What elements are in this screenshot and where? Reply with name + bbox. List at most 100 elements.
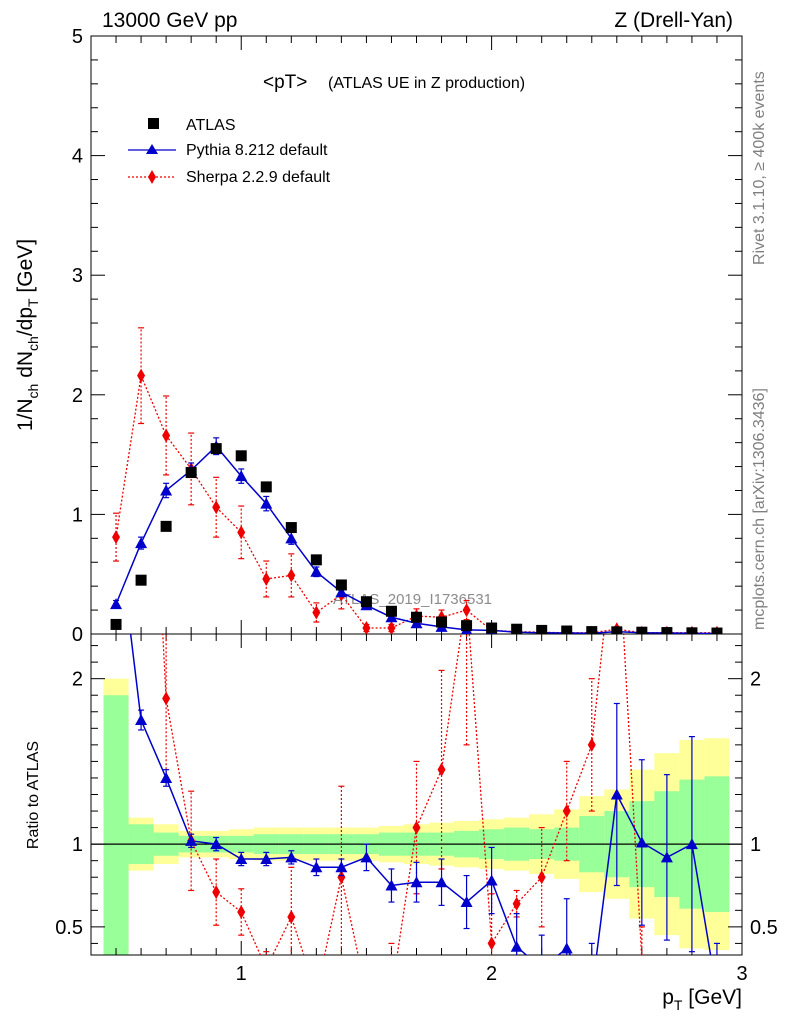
pythia-ratio-point <box>235 853 248 865</box>
atlas-point <box>135 574 147 586</box>
pythia-ratio-point <box>360 851 373 863</box>
sherpa-ratio-point <box>613 506 621 520</box>
atlas-point <box>360 596 372 608</box>
legend-sherpa-label: Sherpa 2.2.9 default <box>186 169 331 186</box>
pythia-ratio-point <box>310 861 323 873</box>
pythia-ratio-point <box>385 879 398 891</box>
atlas-point <box>536 624 548 634</box>
green-band-bin <box>103 695 129 955</box>
ratio-ytick-label-right: 2 <box>750 669 761 691</box>
legend-pythia-label: Pythia 8.212 default <box>186 142 328 159</box>
legend-sherpa-marker <box>148 170 156 184</box>
sherpa-ratio-point <box>537 870 546 885</box>
mcplots-label: mcplots.cern.ch [arXiv:1306.3436] <box>751 388 768 630</box>
atlas-point <box>486 622 498 634</box>
header-right: Z (Drell-Yan) <box>614 9 733 32</box>
atlas-point <box>385 605 397 617</box>
sherpa-ratio-point <box>512 896 521 911</box>
pythia-point <box>135 537 148 549</box>
rivet-label: Rivet 3.1.10, ≥ 400k events <box>751 71 768 265</box>
main-ylabel: 1/Nch dNch/dpT [GeV] <box>14 239 41 431</box>
pythia-ratio-point <box>510 940 523 952</box>
pythia-ratio-point <box>635 836 648 848</box>
pythia-ratio-point <box>586 987 598 998</box>
pythia-point <box>285 532 298 544</box>
sherpa-point <box>312 605 321 620</box>
atlas-point <box>335 579 347 591</box>
pythia-point <box>310 565 323 577</box>
legend-pythia-marker <box>146 144 158 154</box>
pythia-ratio-point <box>460 896 473 908</box>
sherpa-point <box>162 428 171 443</box>
sherpa-ratio-point <box>137 208 145 222</box>
xtick-label: 3 <box>736 963 747 985</box>
pythia-ratio-point <box>210 838 223 850</box>
pythia-ratio-point <box>536 962 548 973</box>
ratio-ylabel: Ratio to ATLAS <box>25 741 42 849</box>
pythia-point <box>335 586 348 598</box>
atlas-point <box>586 626 598 634</box>
atlas-point <box>661 627 673 634</box>
pythia-ratio-point <box>660 851 673 863</box>
sherpa-ratio-point <box>387 986 395 1000</box>
atlas-point <box>310 554 322 566</box>
atlas-point <box>511 623 523 634</box>
ratio-ytick-label-right: 0.5 <box>750 917 778 939</box>
atlas-point <box>561 625 573 634</box>
pythia-ratio-point <box>185 834 198 846</box>
sherpa-ratio-point <box>562 804 571 819</box>
atlas-point <box>611 626 623 634</box>
pythia-ratio-line <box>129 634 712 955</box>
main-ytick-label: 5 <box>72 26 83 48</box>
sherpa-ratio-point <box>312 986 320 1000</box>
pythia-ratio-point <box>160 771 173 783</box>
atlas-point <box>260 481 272 493</box>
legend: ATLAS Pythia 8.212 default Sherpa 2.2.9 … <box>128 117 331 186</box>
sherpa-point <box>137 368 146 383</box>
atlas-point <box>285 522 297 534</box>
xtick-label: 1 <box>236 963 247 985</box>
pythia-ratio-point <box>560 942 573 954</box>
atlas-point <box>210 443 222 455</box>
ratio-plot-data <box>112 175 720 1000</box>
atlas-point <box>235 450 247 462</box>
sherpa-ratio-point <box>587 737 596 752</box>
pythia-ratio-point <box>260 853 273 865</box>
sherpa-point <box>287 568 296 583</box>
pythia-ratio-point <box>135 714 148 726</box>
sherpa-ratio-point <box>262 961 270 975</box>
main-ytick-label: 1 <box>72 504 83 526</box>
sherpa-ratio-point <box>663 970 671 984</box>
pythia-ratio-point <box>285 851 298 863</box>
sherpa-point <box>462 603 471 618</box>
ratio-ytick-label: 2 <box>72 669 83 691</box>
pythia-point <box>260 497 273 509</box>
main-plot-data <box>110 327 723 634</box>
atlas-point <box>436 616 448 628</box>
sherpa-ratio-point <box>287 909 296 924</box>
header-left: 13000 GeV pp <box>102 9 237 32</box>
sherpa-ratio-point <box>112 175 120 189</box>
pythia-point <box>110 598 123 610</box>
main-ytick-label: 3 <box>72 265 83 287</box>
pythia-ratio-point <box>485 874 498 886</box>
pythia-ratio-point <box>335 861 348 873</box>
atlas-point <box>461 620 473 632</box>
sherpa-point <box>362 621 371 634</box>
main-ytick-label: 4 <box>72 146 83 168</box>
pythia-ratio-point <box>610 788 623 800</box>
sherpa-ratio-point <box>362 986 370 1000</box>
main-ytick-label: 0 <box>72 624 83 646</box>
pythia-ratio-point <box>435 876 448 888</box>
atlas-point <box>160 520 172 532</box>
sherpa-ratio-point <box>487 936 496 951</box>
legend-atlas-marker <box>148 118 159 129</box>
sherpa-ratio-point <box>412 820 421 835</box>
sherpa-ratio-point <box>237 904 246 919</box>
sherpa-ratio-point <box>337 870 346 885</box>
sherpa-ratio-point <box>212 885 221 900</box>
ratio-ytick-label: 0.5 <box>55 917 83 939</box>
atlas-point <box>110 618 122 630</box>
pythia-point <box>235 470 248 482</box>
